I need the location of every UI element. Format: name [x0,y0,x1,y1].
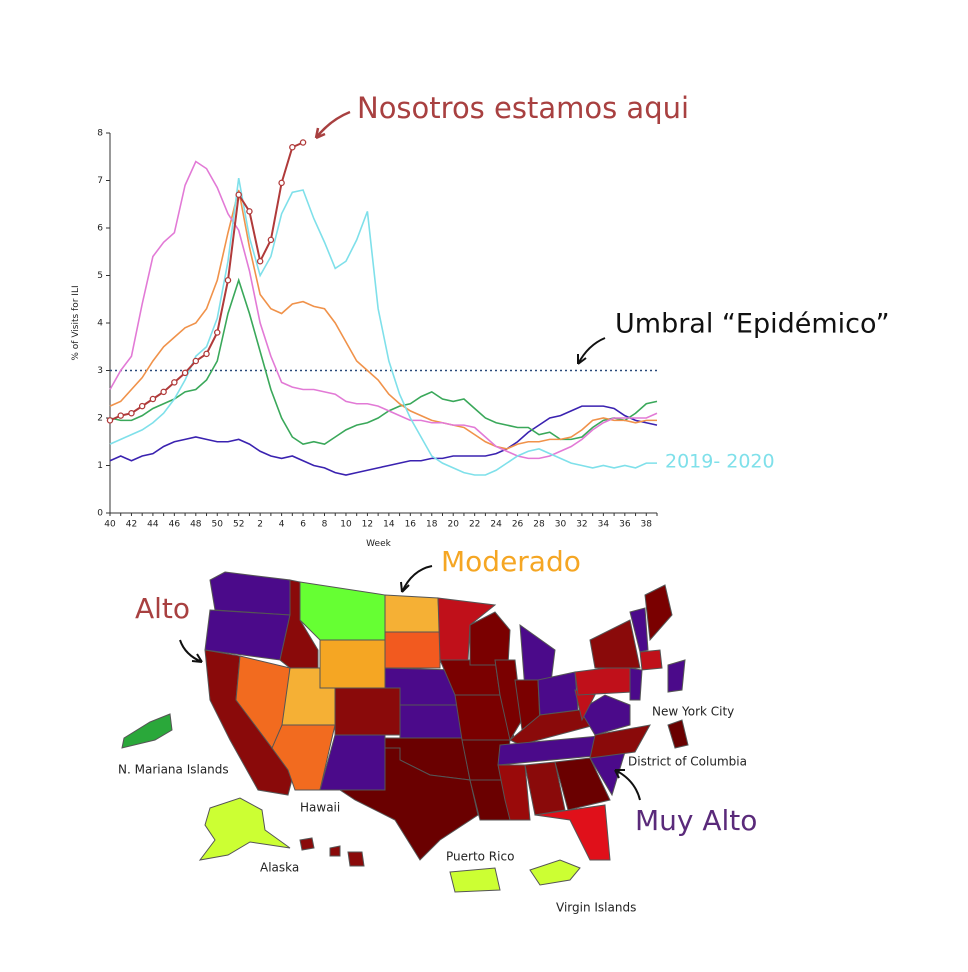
x-tick-label: 16 [405,520,417,530]
y-tick-label: 3 [97,366,103,376]
data-point [289,143,296,151]
series-line [109,160,658,460]
x-tick-label: 8 [322,520,328,530]
x-tick-label: 40 [104,520,116,530]
x-tick-label: 28 [533,520,545,530]
y-tick-label: 5 [97,271,103,281]
x-tick-label: 20 [447,520,459,530]
y-tick-label: 7 [97,176,103,186]
arrow [614,769,641,801]
annotation: Nosotros estamos aqui [357,91,689,125]
series-line [109,277,658,445]
y-tick-label: 8 [97,129,103,139]
data-point [128,409,135,417]
x-tick-label: 48 [190,520,202,530]
x-tick-label: 10 [340,520,352,530]
x-tick-label: 18 [426,520,438,530]
place-label: District of Columbia [628,755,747,769]
x-tick-label: 42 [126,520,137,530]
data-point [256,257,264,265]
x-tick-label: 50 [212,520,224,530]
place-label: Hawaii [300,801,340,815]
data-point [299,139,307,146]
level-label: Moderado [441,545,581,578]
data-point [203,350,210,358]
level-label: Alto [135,592,190,625]
y-tick-label: 4 [97,319,103,329]
x-tick-label: 6 [300,520,306,530]
data-point [224,276,232,284]
data-point [160,388,167,396]
x-tick-label: 12 [362,520,373,530]
data-point [235,191,242,198]
place-label: New York City [652,705,734,719]
x-tick-label: 4 [279,520,285,530]
x-tick-label: 32 [576,520,587,530]
arrow [314,110,351,140]
x-tick-label: 44 [147,520,159,530]
data-point [214,329,221,336]
data-point [117,412,124,419]
series-line [109,405,658,476]
data-point [149,395,157,403]
y-tick-label: 6 [97,224,103,234]
x-tick-label: 38 [641,520,653,530]
x-tick-label: 14 [383,520,395,530]
x-tick-label: 24 [490,520,502,530]
y-axis-label: % of Visits for ILI [71,285,81,360]
data-point [267,236,275,244]
y-tick-label: 1 [97,461,103,471]
x-tick-label: 36 [619,520,631,530]
arrow [577,337,606,365]
place-label: Virgin Islands [556,901,636,915]
threshold-label: Umbral “Epidémico” [615,309,890,340]
data-point [181,369,189,377]
level-label: Muy Alto [635,804,757,837]
place-label: Puerto Rico [446,850,514,864]
data-point [246,208,253,215]
x-tick-label: 30 [555,520,567,530]
arrow [179,639,203,663]
x-tick-label: 46 [169,520,181,530]
x-tick-label: 2 [257,520,263,530]
data-point [138,402,146,410]
data-point [171,379,178,386]
series-line [109,189,657,450]
place-label: N. Mariana Islands [118,763,229,777]
x-tick-label: 22 [469,520,480,530]
legend-label: 2019- 2020 [665,451,775,473]
place-label: Alaska [260,861,299,875]
x-tick-label: 26 [512,520,524,530]
x-tick-label: 34 [598,520,610,530]
x-tick-label: 52 [233,520,244,530]
arrow [400,565,433,593]
y-tick-label: 0 [97,509,103,519]
us-map [121,571,689,893]
x-axis-label: Week [366,539,391,549]
series-line [109,177,657,476]
data-point [106,417,114,424]
y-tick-label: 2 [97,414,103,424]
data-point [278,179,285,187]
data-point [192,357,200,365]
